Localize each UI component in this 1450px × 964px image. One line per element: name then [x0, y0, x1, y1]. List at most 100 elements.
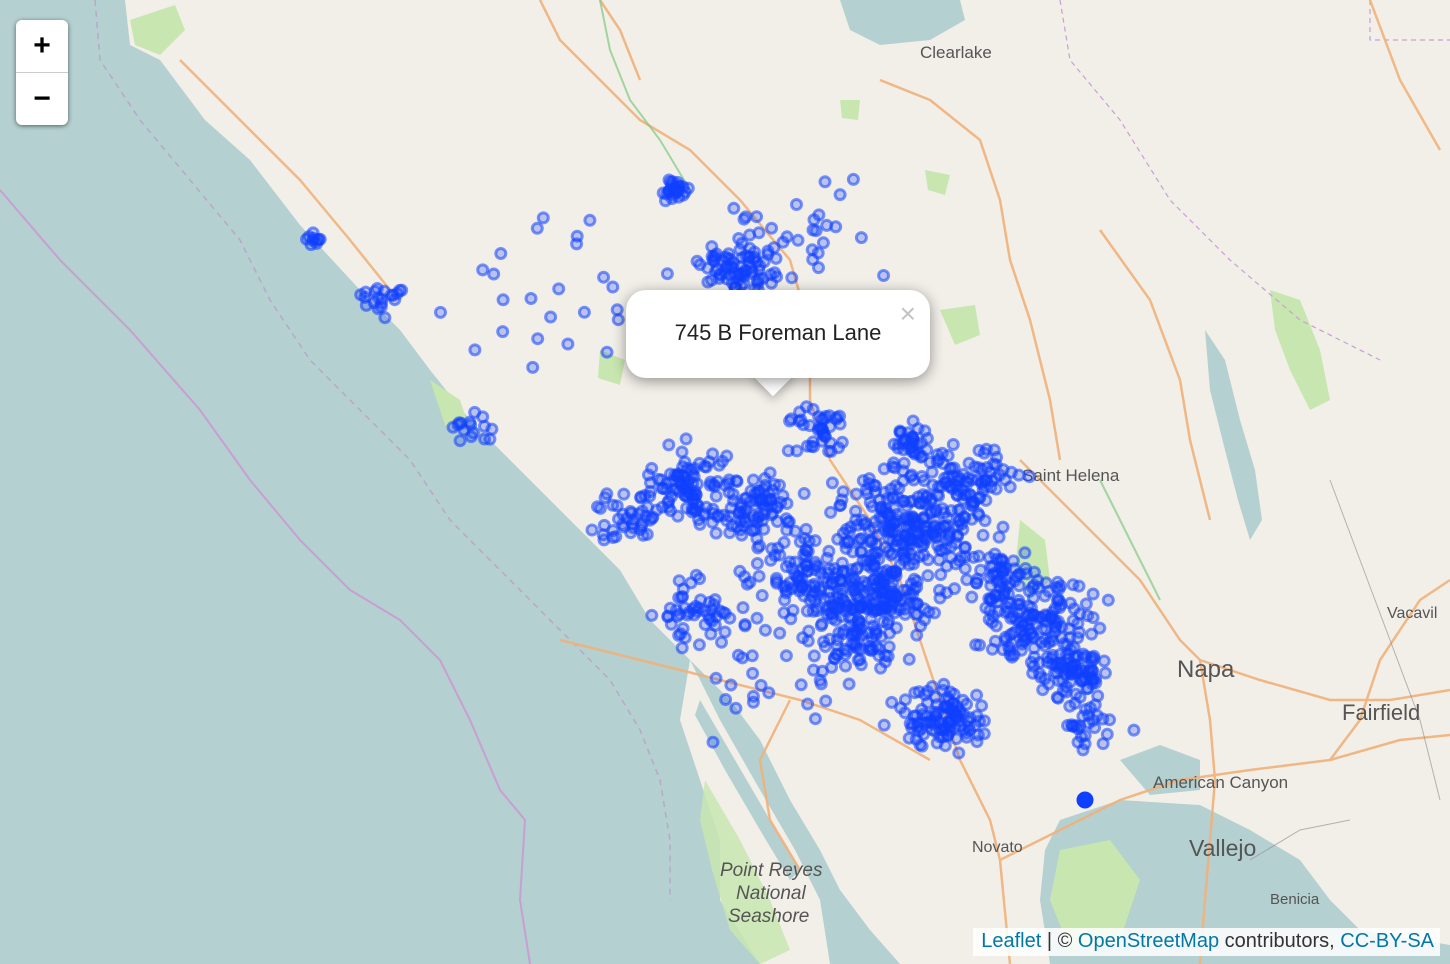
- location-marker[interactable]: [849, 487, 863, 501]
- location-marker[interactable]: [890, 534, 904, 548]
- location-marker[interactable]: [766, 483, 780, 497]
- location-marker[interactable]: [617, 520, 631, 534]
- location-marker[interactable]: [597, 270, 611, 284]
- location-marker[interactable]: [958, 540, 972, 554]
- location-marker[interactable]: [825, 476, 839, 490]
- location-marker[interactable]: [544, 310, 558, 324]
- location-marker[interactable]: [583, 213, 597, 227]
- location-marker[interactable]: [727, 201, 741, 215]
- location-marker[interactable]: [930, 455, 944, 469]
- location-marker[interactable]: [476, 263, 490, 277]
- location-marker[interactable]: [937, 722, 951, 736]
- location-marker[interactable]: [854, 622, 868, 636]
- location-marker[interactable]: [1038, 589, 1052, 603]
- location-marker[interactable]: [720, 272, 734, 286]
- location-marker[interactable]: [790, 444, 804, 458]
- location-marker[interactable]: [662, 438, 676, 452]
- location-marker[interactable]: [530, 221, 544, 235]
- location-marker[interactable]: [835, 609, 848, 623]
- location-marker[interactable]: [661, 610, 675, 624]
- location-marker[interactable]: [483, 432, 497, 446]
- location-marker[interactable]: [929, 690, 943, 704]
- location-marker[interactable]: [941, 449, 955, 463]
- location-marker[interactable]: [976, 528, 990, 542]
- location-marker[interactable]: [928, 713, 942, 727]
- location-marker[interactable]: [780, 230, 794, 244]
- location-marker[interactable]: [973, 638, 986, 652]
- location-marker[interactable]: [1026, 666, 1040, 680]
- location-marker[interactable]: [811, 588, 825, 602]
- location-marker[interactable]: [824, 505, 838, 519]
- location-marker[interactable]: [1091, 689, 1105, 703]
- location-marker[interactable]: [1101, 593, 1115, 607]
- location-marker[interactable]: [1086, 587, 1100, 601]
- location-marker[interactable]: [824, 444, 838, 458]
- location-marker[interactable]: [763, 466, 777, 480]
- location-marker[interactable]: [552, 282, 566, 296]
- location-marker[interactable]: [718, 625, 732, 639]
- location-marker[interactable]: [640, 527, 654, 541]
- location-marker[interactable]: [1064, 643, 1078, 657]
- location-marker[interactable]: [848, 583, 862, 597]
- location-marker[interactable]: [358, 290, 372, 304]
- location-marker[interactable]: [468, 405, 482, 419]
- location-marker[interactable]: [688, 484, 702, 498]
- location-marker[interactable]: [1039, 614, 1053, 628]
- location-marker[interactable]: [918, 688, 932, 702]
- location-marker[interactable]: [679, 432, 693, 446]
- location-marker[interactable]: [758, 623, 772, 637]
- location-marker[interactable]: [600, 345, 614, 359]
- location-marker[interactable]: [998, 473, 1012, 487]
- location-marker[interactable]: [478, 419, 491, 433]
- location-marker[interactable]: [835, 435, 849, 449]
- location-marker[interactable]: [753, 539, 766, 553]
- location-marker[interactable]: [971, 473, 985, 487]
- location-marker[interactable]: [867, 573, 881, 587]
- location-marker[interactable]: [745, 649, 759, 663]
- location-marker[interactable]: [951, 503, 965, 517]
- location-marker[interactable]: [876, 586, 890, 600]
- zoom-in-button[interactable]: +: [33, 29, 51, 62]
- location-marker[interactable]: [1087, 652, 1101, 666]
- location-marker[interactable]: [833, 417, 847, 431]
- location-marker[interactable]: [988, 634, 1002, 648]
- location-marker[interactable]: [911, 528, 925, 541]
- location-marker[interactable]: [903, 597, 917, 611]
- location-marker[interactable]: [979, 442, 993, 456]
- location-marker[interactable]: [737, 505, 751, 519]
- location-marker[interactable]: [1063, 596, 1077, 610]
- location-marker[interactable]: [1098, 666, 1112, 680]
- location-marker[interactable]: [808, 712, 822, 726]
- location-marker[interactable]: [801, 634, 815, 648]
- location-marker[interactable]: [526, 360, 540, 374]
- location-marker[interactable]: [494, 247, 508, 260]
- location-marker[interactable]: [641, 500, 655, 514]
- location-marker[interactable]: [746, 473, 760, 487]
- location-marker[interactable]: [917, 602, 931, 616]
- location-marker[interactable]: [797, 487, 811, 500]
- location-marker[interactable]: [954, 550, 968, 564]
- location-marker[interactable]: [810, 604, 824, 618]
- location-marker[interactable]: [887, 502, 901, 516]
- location-marker[interactable]: [496, 293, 510, 307]
- location-marker[interactable]: [1096, 712, 1110, 726]
- location-marker[interactable]: [996, 520, 1010, 534]
- location-marker[interactable]: [821, 600, 835, 614]
- location-marker[interactable]: [815, 664, 829, 678]
- location-marker[interactable]: [840, 522, 854, 536]
- location-marker[interactable]: [598, 491, 612, 505]
- location-marker[interactable]: [675, 641, 689, 655]
- location-marker[interactable]: [930, 736, 944, 750]
- location-marker[interactable]: [921, 569, 935, 583]
- location-marker[interactable]: [877, 269, 891, 282]
- location-marker[interactable]: [686, 467, 699, 481]
- location-marker[interactable]: [812, 208, 826, 222]
- location-marker[interactable]: [785, 271, 799, 285]
- location-marker[interactable]: [689, 504, 703, 518]
- location-marker[interactable]: [645, 608, 659, 622]
- location-marker[interactable]: [925, 465, 939, 479]
- location-marker[interactable]: [749, 493, 763, 507]
- location-marker[interactable]: [723, 509, 736, 523]
- location-marker[interactable]: [911, 422, 925, 436]
